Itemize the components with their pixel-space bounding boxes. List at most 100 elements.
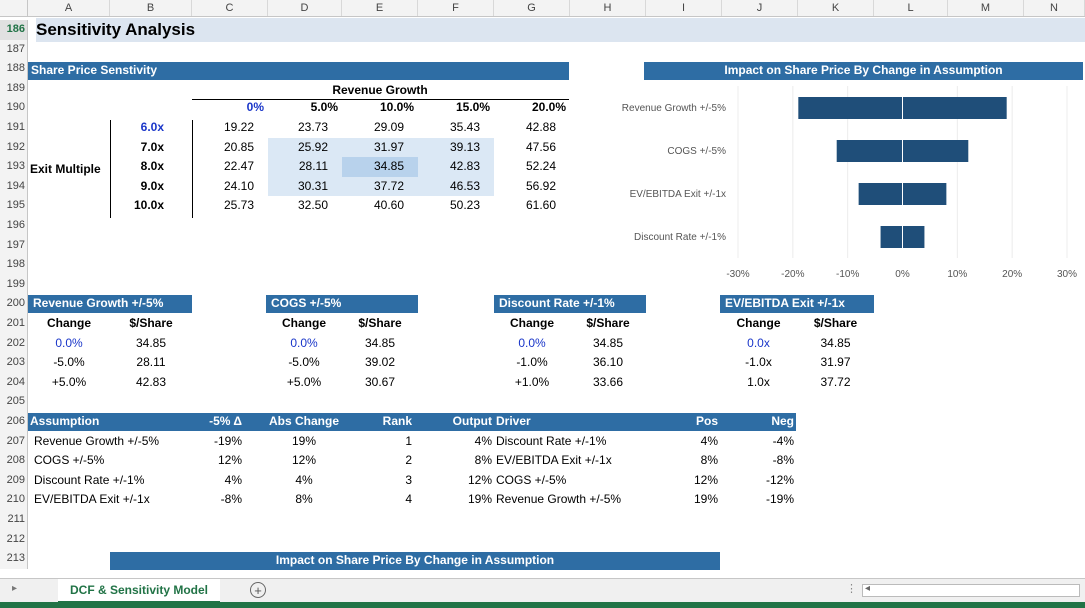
share-price-cell[interactable]: 42.83 <box>449 159 480 174</box>
row-header-206[interactable]: 206 <box>0 412 28 432</box>
add-sheet-icon[interactable]: + <box>250 582 266 598</box>
assumption-cell[interactable]: 2 <box>405 453 412 468</box>
share-price-cell[interactable]: 32.50 <box>297 198 328 213</box>
row-header-211[interactable]: 211 <box>0 510 28 530</box>
mini-share-value[interactable]: 34.85 <box>820 335 851 350</box>
assumption-cell[interactable]: 19% <box>693 492 718 507</box>
assumption-cell[interactable]: 12% <box>291 453 317 468</box>
row-header-201[interactable]: 201 <box>0 314 28 334</box>
share-price-cell[interactable]: 31.97 <box>373 139 404 154</box>
select-all-corner[interactable] <box>0 0 28 16</box>
column-header-k[interactable]: K <box>798 0 874 16</box>
row-header-212[interactable]: 212 <box>0 529 28 550</box>
column-header-g[interactable]: G <box>494 0 570 16</box>
mini-share-value[interactable]: 42.83 <box>135 374 167 389</box>
mini-change-value[interactable]: +5.0% <box>51 374 87 389</box>
base-case-cell[interactable] <box>342 157 418 177</box>
row-header-210[interactable]: 210 <box>0 490 28 510</box>
assumption-cell[interactable]: EV/EBITDA Exit +/-1x <box>496 453 612 468</box>
share-price-cell[interactable]: 40.60 <box>373 198 404 213</box>
mini-share-value[interactable]: 34.85 <box>592 335 624 350</box>
row-header-187[interactable]: 187 <box>0 39 28 60</box>
assumption-cell[interactable]: 12% <box>217 453 242 468</box>
assumption-cell[interactable]: 19% <box>291 433 317 448</box>
share-price-cell[interactable]: 42.88 <box>525 120 556 134</box>
row-header-190[interactable]: 190 <box>0 98 28 118</box>
column-header-m[interactable]: M <box>948 0 1024 16</box>
column-header-b[interactable]: B <box>110 0 192 16</box>
sheet-nav-arrow-icon[interactable]: ▸ <box>12 583 18 594</box>
share-price-cell[interactable]: 25.73 <box>223 198 254 213</box>
mini-share-value[interactable]: 33.66 <box>592 374 624 389</box>
column-header-a[interactable]: A <box>28 0 110 16</box>
mini-change-value[interactable]: 1.0x <box>747 374 770 389</box>
assumption-cell[interactable]: 4% <box>474 433 492 448</box>
mini-change-value[interactable]: 0.0% <box>290 335 318 350</box>
share-price-cell[interactable]: 35.43 <box>449 120 480 134</box>
share-price-cell[interactable]: 50.23 <box>449 198 480 213</box>
column-header-d[interactable]: D <box>268 0 342 16</box>
column-header-l[interactable]: L <box>874 0 948 16</box>
sheet-tab-dcf[interactable]: DCF & Sensitivity Model <box>58 579 220 603</box>
row-header-213[interactable]: 213 <box>0 549 28 569</box>
mini-share-value[interactable]: 28.11 <box>136 355 166 370</box>
assumption-cell[interactable]: Revenue Growth +/-5% <box>496 492 622 507</box>
share-price-cell[interactable]: 52.24 <box>525 159 556 174</box>
assumption-cell[interactable]: 4% <box>295 472 313 487</box>
share-price-cell[interactable]: 24.10 <box>223 178 254 193</box>
row-header-202[interactable]: 202 <box>0 333 28 354</box>
assumption-cell[interactable]: EV/EBITDA Exit +/-1x <box>34 492 150 507</box>
mini-share-value[interactable]: 31.97 <box>820 355 851 370</box>
share-price-cell[interactable]: 47.56 <box>525 139 556 154</box>
assumption-cell[interactable]: 4% <box>224 472 242 487</box>
row-header-205[interactable]: 205 <box>0 392 28 412</box>
row-header-191[interactable]: 191 <box>0 118 28 138</box>
assumption-cell[interactable]: 4% <box>700 433 718 448</box>
mini-share-value[interactable]: 36.10 <box>592 355 624 370</box>
scroll-left-icon[interactable]: ◂ <box>865 583 871 594</box>
scroll-split-icon[interactable]: ⋮ <box>846 583 857 595</box>
row-header-192[interactable]: 192 <box>0 137 28 158</box>
row-header-203[interactable]: 203 <box>0 353 28 373</box>
assumption-cell[interactable]: 8% <box>700 453 718 468</box>
assumption-cell[interactable]: 12% <box>693 472 718 487</box>
row-header-204[interactable]: 204 <box>0 372 28 393</box>
row-header-208[interactable]: 208 <box>0 451 28 471</box>
row-header-195[interactable]: 195 <box>0 196 28 216</box>
mini-change-value[interactable]: 0.0% <box>518 335 546 350</box>
column-header-i[interactable]: I <box>646 0 722 16</box>
assumption-cell[interactable]: 3 <box>405 472 412 487</box>
mini-change-value[interactable]: -5.0% <box>288 355 320 370</box>
mini-share-value[interactable]: 34.85 <box>364 335 396 350</box>
mini-change-value[interactable]: 0.0% <box>55 335 83 350</box>
horizontal-scrollbar[interactable]: ◂ <box>862 583 1080 597</box>
assumption-cell[interactable]: -8% <box>220 492 242 507</box>
assumption-cell[interactable]: 19% <box>467 492 492 507</box>
share-price-cell[interactable]: 61.60 <box>525 198 556 213</box>
share-price-cell[interactable]: 56.92 <box>525 178 556 193</box>
mini-share-value[interactable]: 37.72 <box>820 374 851 389</box>
assumption-cell[interactable]: -19% <box>765 492 794 507</box>
mini-change-value[interactable]: -5.0% <box>53 355 85 370</box>
row-header-189[interactable]: 189 <box>0 78 28 99</box>
column-header-h[interactable]: H <box>570 0 646 16</box>
share-price-cell[interactable]: 39.13 <box>449 139 480 154</box>
share-price-cell[interactable]: 19.22 <box>223 120 254 134</box>
mini-change-value[interactable]: +1.0% <box>514 374 550 389</box>
mini-change-value[interactable]: +5.0% <box>286 374 322 389</box>
row-header-188[interactable]: 188 <box>0 59 28 79</box>
assumption-cell[interactable]: -4% <box>772 433 794 448</box>
row-header-186[interactable]: 186 <box>0 20 28 40</box>
share-price-cell[interactable]: 34.85 <box>373 159 404 174</box>
column-header-c[interactable]: C <box>192 0 268 16</box>
share-price-cell[interactable]: 22.47 <box>223 159 254 174</box>
assumption-cell[interactable]: 4 <box>405 492 412 507</box>
column-header-n[interactable]: N <box>1024 0 1085 16</box>
mini-change-value[interactable]: 0.0x <box>747 335 770 350</box>
share-price-cell[interactable]: 46.53 <box>449 178 480 193</box>
mini-share-value[interactable]: 34.85 <box>135 335 167 350</box>
assumption-cell[interactable]: COGS +/-5% <box>496 472 567 487</box>
share-price-cell[interactable]: 28.11 <box>298 159 328 174</box>
mini-share-value[interactable]: 30.67 <box>364 374 396 389</box>
row-header-199[interactable]: 199 <box>0 274 28 295</box>
